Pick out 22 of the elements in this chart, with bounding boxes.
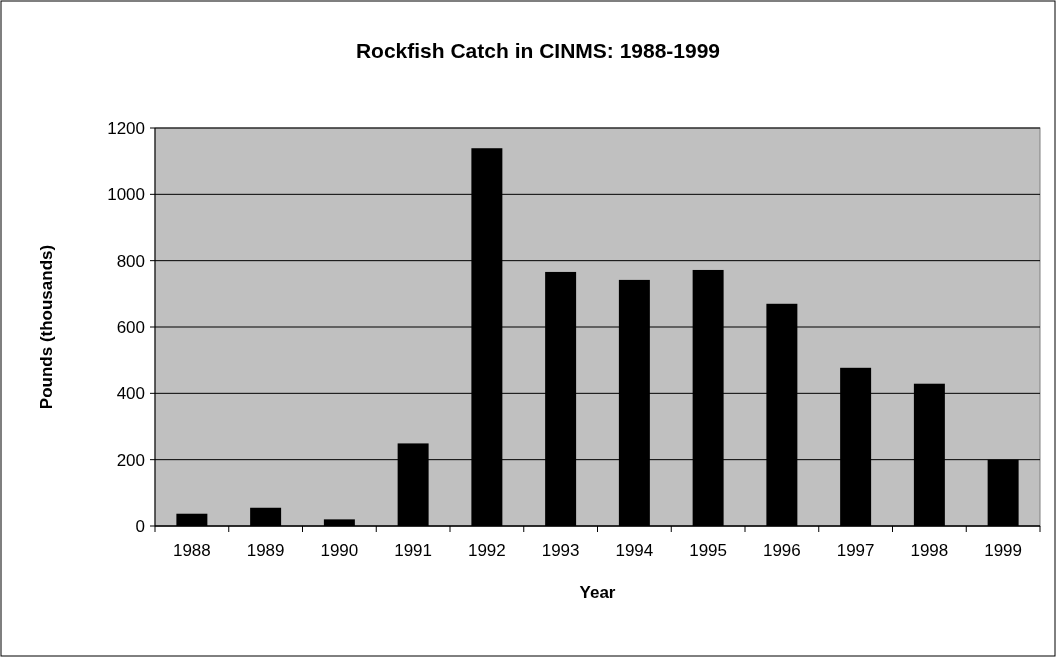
x-tick-label: 1995 [689, 541, 728, 560]
x-axis-title: Year [579, 583, 616, 602]
y-tick-label: 600 [116, 317, 145, 337]
x-tick-label: 1990 [320, 541, 359, 560]
y-tick-label: 1200 [107, 118, 145, 138]
x-tick-label: 1988 [172, 541, 211, 560]
y-tick-label: 0 [135, 516, 145, 536]
y-tick-label: 400 [116, 384, 145, 404]
x-tick-label: 1993 [541, 541, 580, 560]
chart-title: Rockfish Catch in CINMS: 1988-1999 [355, 39, 721, 62]
x-tick-label: 1994 [615, 541, 654, 560]
y-tick-label: 800 [116, 251, 145, 271]
x-tick-label: 1998 [910, 541, 949, 560]
x-tick-label: 1991 [394, 541, 433, 560]
x-tick-label: 1997 [836, 541, 875, 560]
x-tick-label: 1992 [467, 541, 506, 560]
x-tick-label: 1989 [246, 541, 285, 560]
y-axis-title: Pounds (thousands) [37, 244, 56, 410]
y-tick-label: 200 [116, 450, 145, 470]
x-tick-label: 1996 [762, 541, 801, 560]
x-tick-label: 1999 [984, 541, 1023, 560]
y-tick-label: 1000 [107, 185, 145, 205]
